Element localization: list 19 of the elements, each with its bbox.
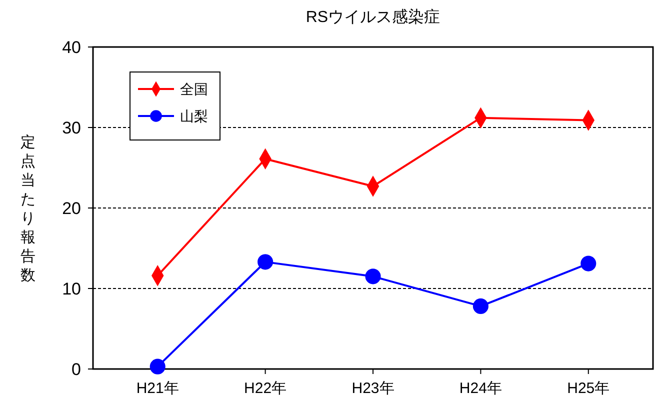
x-tick-label: H25年 <box>567 380 610 397</box>
point <box>580 256 596 272</box>
y-tick-label: 40 <box>62 38 81 57</box>
legend-label: 山梨 <box>180 108 208 124</box>
y-tick-label: 10 <box>62 279 81 298</box>
x-tick-label: H23年 <box>352 380 394 397</box>
x-tick-label: H24年 <box>459 380 502 397</box>
point <box>472 298 488 314</box>
point <box>365 268 381 284</box>
point <box>258 254 274 270</box>
x-tick-label: H22年 <box>244 380 287 397</box>
point <box>150 358 166 374</box>
y-tick-label: 0 <box>72 360 81 379</box>
x-tick-label: H21年 <box>136 380 179 397</box>
y-tick-label: 30 <box>62 118 81 138</box>
chart-title: RSウイルス感染症 <box>306 8 440 26</box>
y-tick-label: 20 <box>62 198 81 218</box>
legend-label: 全国 <box>180 80 208 97</box>
y-axis-title: 定点当たり報告数 <box>20 134 36 284</box>
